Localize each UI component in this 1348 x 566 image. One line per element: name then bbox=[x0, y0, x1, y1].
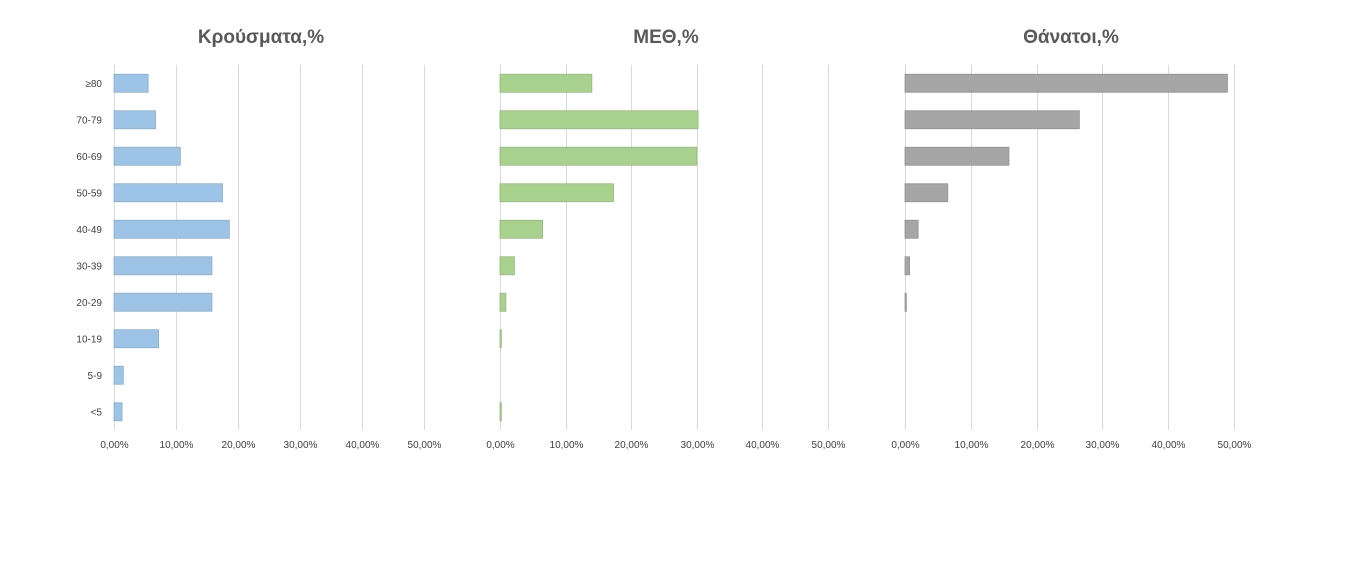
bar-70-79 bbox=[113, 110, 156, 130]
x-tick-label: 0,00% bbox=[891, 440, 919, 451]
x-tick-label: 40,00% bbox=[746, 440, 780, 451]
bar-50-59 bbox=[904, 183, 949, 203]
bar-≥80 bbox=[499, 73, 593, 93]
category-label: <5 bbox=[91, 407, 103, 418]
category-label: 10-19 bbox=[76, 334, 102, 345]
x-tick-label: 10,00% bbox=[955, 440, 989, 451]
bar-70-79 bbox=[499, 110, 699, 130]
bar-30-39 bbox=[499, 256, 515, 276]
bar-70-79 bbox=[904, 110, 1080, 130]
chart-panel-2: ΜΕΘ,% 0,00% 10,00% 20,00% 30,00% 40,00% 50,00% bbox=[486, 27, 845, 451]
x-tick-label: 50,00% bbox=[1218, 440, 1252, 451]
x-tick-label: 50,00% bbox=[408, 440, 442, 451]
bar-50-59 bbox=[113, 183, 223, 203]
x-tick-label: 20,00% bbox=[222, 440, 256, 451]
category-label: 20-29 bbox=[76, 298, 102, 309]
category-label: 70-79 bbox=[76, 115, 102, 126]
chart-panel-3: Θάνατοι,% 0,00% 10,00% 20,00% 30,00% 40,00% 50… bbox=[891, 27, 1251, 451]
x-tick-label: 30,00% bbox=[284, 440, 318, 451]
x-tick-label: 40,00% bbox=[1152, 440, 1186, 451]
bar-5-9 bbox=[113, 365, 124, 385]
x-tick-label: 20,00% bbox=[1021, 440, 1055, 451]
bar-40-49 bbox=[904, 219, 919, 239]
bar-≥80 bbox=[113, 73, 149, 93]
x-tick-label: 0,00% bbox=[486, 440, 514, 451]
x-tick-label: 30,00% bbox=[1086, 440, 1120, 451]
bar-60-69 bbox=[499, 146, 698, 166]
x-tick-label: 10,00% bbox=[550, 440, 584, 451]
chart-title: Θάνατοι,% bbox=[1023, 27, 1119, 48]
category-label: 40-49 bbox=[76, 225, 102, 236]
x-tick-label: 0,00% bbox=[100, 440, 128, 451]
bar-10-19 bbox=[499, 329, 502, 349]
bar-60-69 bbox=[904, 146, 1010, 166]
bar-<5 bbox=[113, 402, 123, 422]
x-tick-label: 10,00% bbox=[160, 440, 194, 451]
category-label: 60-69 bbox=[76, 152, 102, 163]
category-label: 5-9 bbox=[88, 371, 103, 382]
bar-10-19 bbox=[113, 329, 160, 349]
bar-20-29 bbox=[113, 292, 213, 312]
bar-40-49 bbox=[113, 219, 230, 239]
category-label: ≥80 bbox=[85, 79, 102, 90]
x-tick-label: 30,00% bbox=[681, 440, 715, 451]
bar-<5 bbox=[499, 402, 502, 422]
chart-title: Κρούσματα,% bbox=[198, 27, 324, 48]
x-tick-label: 40,00% bbox=[346, 440, 380, 451]
chart-panel-1: Κρούσματα,% 0,00% 10,00% 20,00% 30,00% 40,00%… bbox=[76, 27, 441, 451]
x-tick-label: 20,00% bbox=[615, 440, 649, 451]
category-label: 50-59 bbox=[76, 188, 102, 199]
bar-≥80 bbox=[904, 73, 1228, 93]
bar-20-29 bbox=[904, 292, 907, 312]
bar-30-39 bbox=[904, 256, 911, 276]
bar-60-69 bbox=[113, 146, 181, 166]
category-label: 30-39 bbox=[76, 261, 102, 272]
bar-50-59 bbox=[499, 183, 614, 203]
bar-40-49 bbox=[499, 219, 544, 239]
x-tick-label: 50,00% bbox=[812, 440, 846, 451]
chart-title: ΜΕΘ,% bbox=[633, 27, 699, 48]
bar-30-39 bbox=[113, 256, 213, 276]
bar-20-29 bbox=[499, 292, 507, 312]
